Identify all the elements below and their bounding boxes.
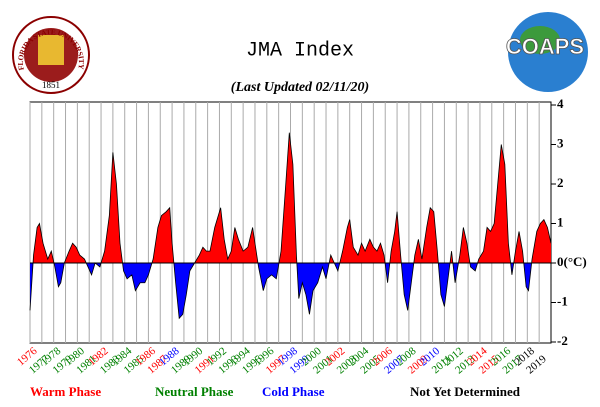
seal-year: 1851 — [42, 80, 60, 90]
positive-area — [30, 132, 551, 263]
y-tick-label: 2 — [557, 175, 564, 190]
data-line — [29, 132, 552, 320]
y-tick-label: -2 — [557, 333, 568, 348]
y-tick-label: 4 — [557, 96, 564, 111]
coaps-logo: COAPS — [505, 12, 588, 92]
chart-title: JMA Index — [246, 39, 354, 62]
y-tick-label: -1 — [557, 293, 568, 308]
seal-emblem — [38, 35, 64, 65]
y-tick-label: 3 — [557, 135, 564, 150]
legend-label: Not Yet Determined — [410, 384, 521, 399]
y-tick-label: 0(°C) — [557, 254, 587, 269]
fsu-logo: FLORIDA STATE UNIVERSITY 1851 — [12, 16, 90, 94]
legend-label: Neutral Phase — [155, 384, 234, 399]
coaps-text: COAPS — [506, 34, 584, 59]
legend-label: Cold Phase — [262, 384, 325, 399]
chart-subtitle: (Last Updated 02/11/20) — [231, 80, 369, 95]
legend-label: Warm Phase — [30, 384, 101, 399]
y-tick-label: 1 — [557, 214, 564, 229]
globe-land — [520, 26, 560, 54]
